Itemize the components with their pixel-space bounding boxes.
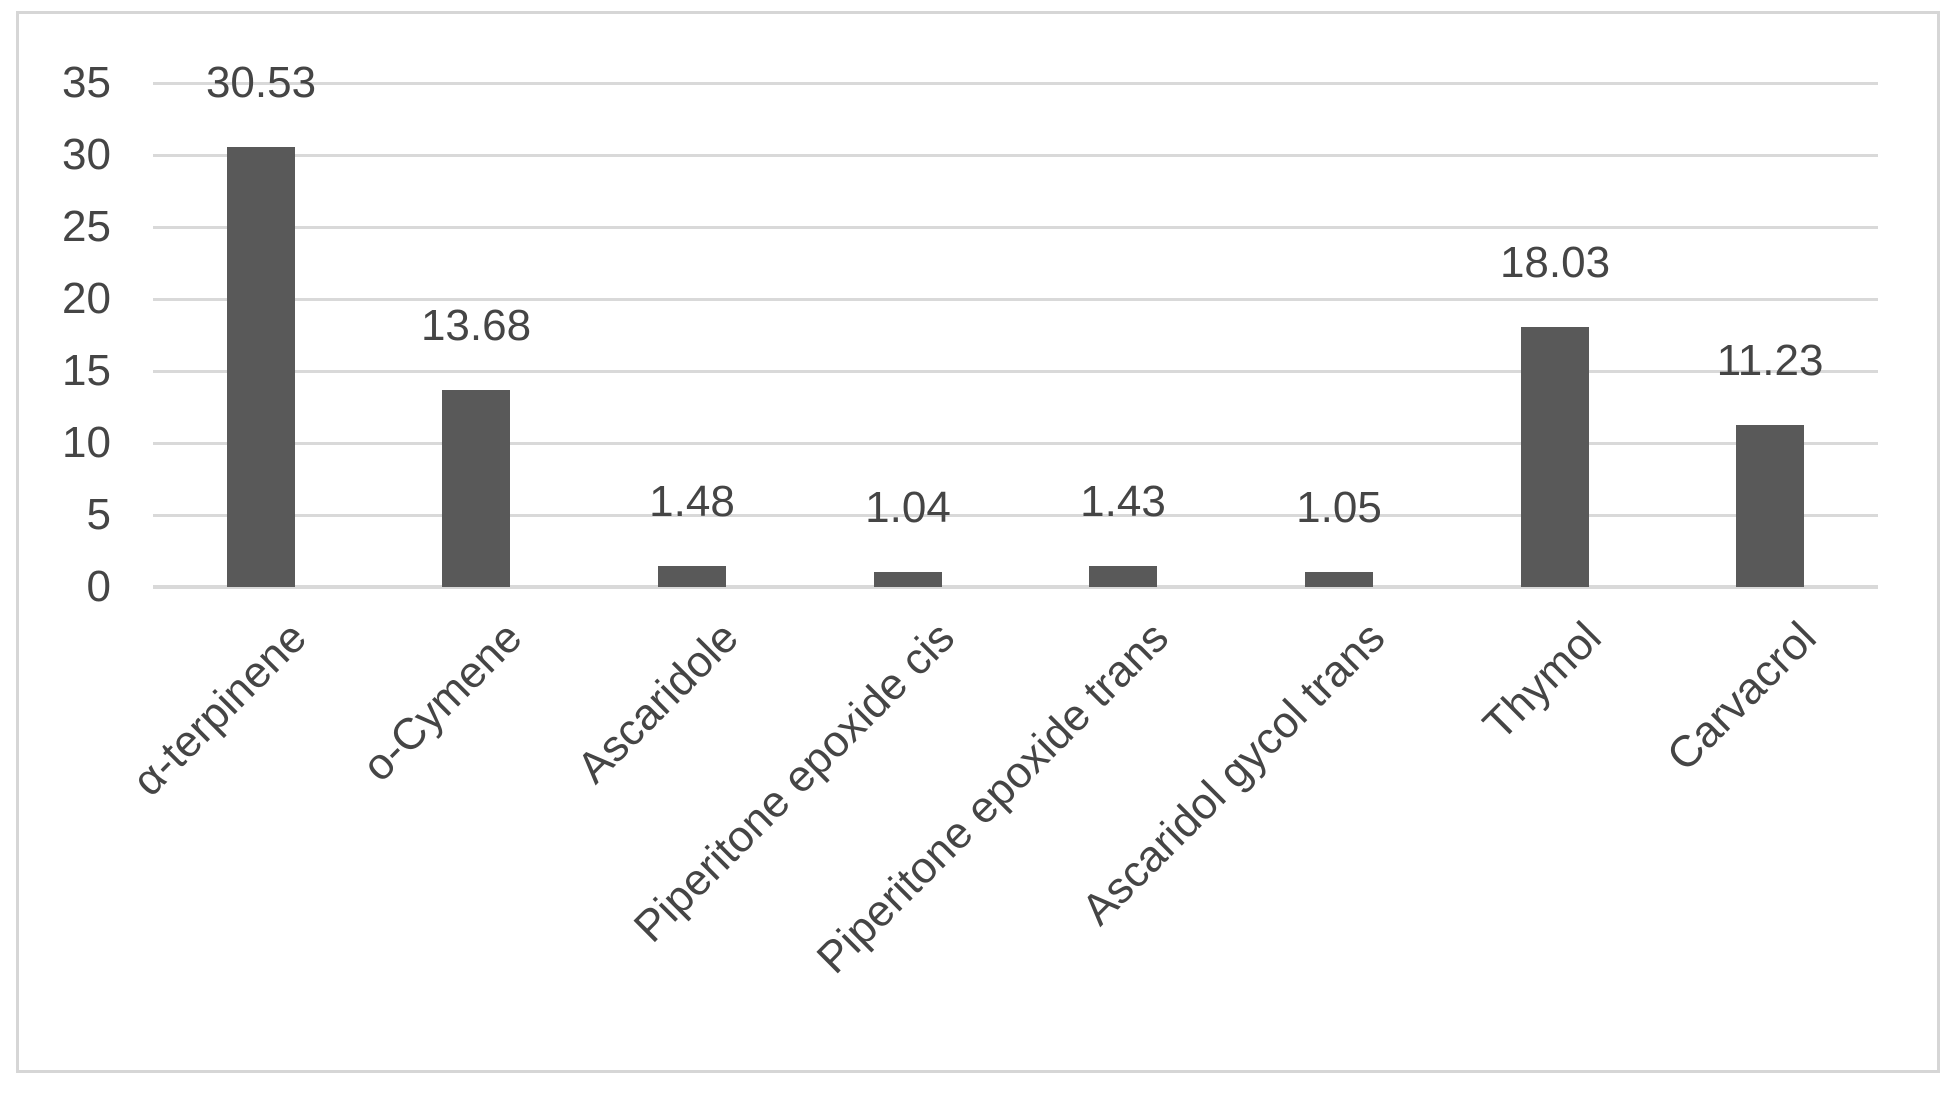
bar: [658, 566, 726, 587]
bar: [442, 390, 510, 587]
bar-data-label: 1.04: [865, 483, 951, 532]
y-axis-tick-label: 30: [62, 130, 111, 179]
x-axis-category-label-text: Ascaridole: [567, 612, 748, 793]
y-axis-tick-label: 20: [62, 274, 111, 323]
bar-data-label: 18.03: [1499, 238, 1611, 287]
bar: [1089, 566, 1157, 587]
bar-data-label: 11.23: [1716, 336, 1824, 385]
x-axis-category-label-text: Piperitone epoxide trans: [808, 612, 1179, 983]
bar-data-label: 30.53: [205, 58, 317, 107]
bar: [1521, 327, 1589, 587]
y-axis-tick-label: 35: [62, 58, 111, 107]
x-axis-category-label-text: o-Cymene: [353, 612, 532, 791]
gridline: [153, 82, 1878, 85]
gridline: [153, 442, 1878, 445]
y-axis-tick-label: 15: [62, 346, 111, 395]
bar: [227, 147, 295, 587]
bar: [874, 572, 942, 587]
x-axis-category-label-text: Thymol: [1473, 612, 1611, 750]
bar-data-label: 1.05: [1296, 483, 1382, 532]
gridline: [153, 370, 1878, 373]
x-axis-category-label-text: α-terpinene: [123, 612, 317, 806]
y-axis-tick-label: 25: [62, 202, 111, 251]
bar: [1305, 572, 1373, 587]
x-axis-line: [153, 585, 1878, 589]
y-axis-tick-label: 5: [86, 490, 111, 539]
x-axis-category-label-text: Carvacrol: [1657, 612, 1826, 781]
gridline: [153, 298, 1878, 301]
y-axis-tick-label: 0: [86, 562, 111, 611]
bar-data-label: 1.48: [649, 477, 735, 526]
y-axis-tick-label: 10: [62, 418, 111, 467]
bar-chart: 0 5 10 15 20 25 30 35 30.53 13.68 1.48 1.04 1.43 1.0…: [16, 11, 1940, 1073]
gridline: [153, 514, 1878, 517]
bar-data-label: 1.43: [1080, 477, 1166, 526]
gridline: [153, 226, 1878, 229]
bar: [1736, 425, 1804, 587]
gridline: [153, 154, 1878, 157]
bar-data-label: 13.68: [420, 301, 532, 350]
